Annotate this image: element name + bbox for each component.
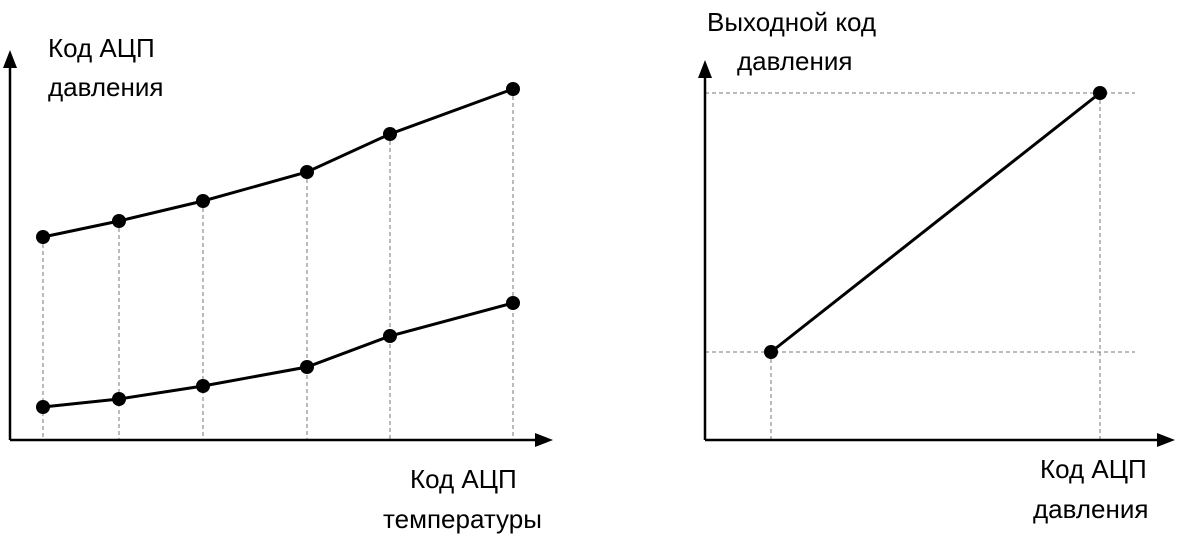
right-chart: Выходной код давления Код АЦП давления <box>698 7 1175 524</box>
y-label: Код АЦП <box>48 33 155 63</box>
point <box>1093 86 1107 100</box>
guides <box>705 92 1135 440</box>
points <box>36 82 520 414</box>
x-label: давления <box>1033 494 1148 524</box>
y-arrow <box>698 60 712 78</box>
lower-curve <box>42 301 514 409</box>
x-arrow <box>1157 433 1175 447</box>
x-label: Код АЦП <box>410 464 517 494</box>
x-arrow <box>535 433 553 447</box>
left-chart: Код АЦП давления Код АЦП температуры <box>3 33 553 534</box>
point <box>764 345 778 359</box>
y-arrow <box>3 50 17 68</box>
guides <box>42 89 514 440</box>
x-label: Код АЦП <box>1040 454 1147 484</box>
transfer-line <box>770 91 1101 354</box>
upper-curve <box>42 87 514 239</box>
y-label: Выходной код <box>707 7 876 37</box>
y-label: давления <box>737 46 852 76</box>
x-label: температуры <box>383 504 542 534</box>
y-label: давления <box>48 72 163 102</box>
